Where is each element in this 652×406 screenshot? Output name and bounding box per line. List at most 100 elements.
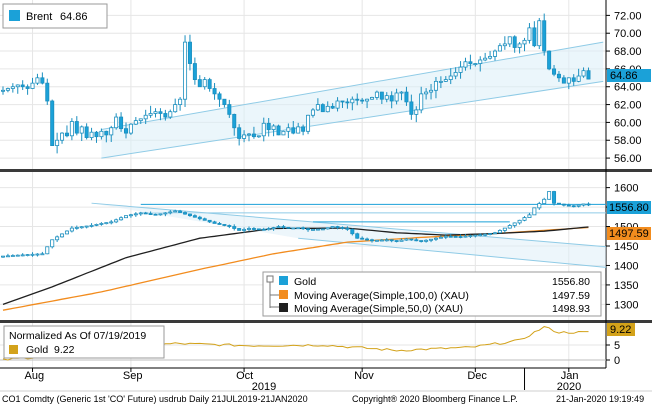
brent-candle <box>124 128 129 134</box>
brent-candle <box>315 104 320 111</box>
gold-candle <box>301 227 306 230</box>
gold-candle <box>251 228 256 230</box>
gold-candle <box>429 238 434 241</box>
brent-candle <box>192 63 197 80</box>
gold-candle <box>473 234 478 237</box>
brent-candle <box>527 27 532 41</box>
brent-candle <box>330 105 335 109</box>
gold-candle <box>237 228 242 231</box>
brent-candle <box>571 77 576 82</box>
brent-candle <box>547 50 552 70</box>
gold-candle <box>315 228 320 231</box>
y-tick-label: 64.00 <box>614 82 642 94</box>
footer-right: 21-Jan-2020 19:19:49 <box>556 394 644 404</box>
brent-last-value-tag: 64.86 <box>607 69 651 82</box>
brent-candle <box>138 118 143 122</box>
gold-candle <box>5 255 10 258</box>
gold-candle <box>64 230 69 235</box>
y-tick-label: 1350 <box>614 280 638 292</box>
gold-candle <box>173 210 178 213</box>
brent-candle <box>399 91 404 94</box>
gold-channel-lower <box>298 237 607 268</box>
brent-candle <box>79 126 84 134</box>
brent-candle <box>99 130 104 138</box>
gold-last-value: 1556.80 <box>609 202 649 214</box>
brent-candle <box>232 113 237 129</box>
gold-candle <box>212 221 217 224</box>
gold-candle <box>350 228 355 235</box>
y-tick-label: 1300 <box>614 299 638 311</box>
gold-legend-value: 1556.80 <box>552 276 590 288</box>
brent-candle <box>20 84 25 88</box>
y-tick-label: 70.00 <box>614 28 642 40</box>
brent-candle <box>369 97 374 100</box>
gold-candle <box>556 202 561 205</box>
gold-candle <box>178 210 183 213</box>
y-tick-label: 58.00 <box>614 135 642 147</box>
gold-candle <box>507 225 512 229</box>
gold-candle <box>94 223 99 226</box>
brent-candle <box>276 125 281 136</box>
brent-candle <box>237 127 242 139</box>
gold-candle <box>340 227 345 229</box>
gold-candle <box>148 213 153 215</box>
brent-candle <box>522 39 527 45</box>
brent-candle <box>581 70 586 77</box>
ma100-legend-name: Moving Average(Simple,100,0) (XAU) <box>294 290 469 302</box>
gold-candle <box>478 234 483 237</box>
brent-legend: Brent 64.86 <box>2 3 108 29</box>
gold-candle <box>69 227 74 232</box>
brent-candle <box>429 89 434 93</box>
brent-swatch <box>9 10 20 21</box>
brent-candle <box>163 113 168 118</box>
brent-candle <box>360 99 365 102</box>
gold-candle <box>384 239 389 242</box>
normalized-last-value-tag: 9.22 <box>607 323 635 336</box>
gold-candle <box>355 233 360 239</box>
gold-candle <box>374 239 379 242</box>
gold-candle <box>433 237 438 240</box>
gold-candle <box>25 254 30 256</box>
brent-candle <box>433 80 438 91</box>
brent-candle <box>310 109 315 116</box>
y-tick-label: 0 <box>614 355 620 367</box>
brent-candle <box>473 63 478 65</box>
brent-candle <box>512 36 517 48</box>
brent-candle <box>217 93 222 100</box>
y-axis-ticks: 72.0070.0068.0066.0064.0062.0060.0058.00… <box>606 10 642 367</box>
brent-candle <box>246 133 251 136</box>
panel-separator-1 <box>0 169 652 172</box>
brent-candle <box>404 91 409 103</box>
gold-candle <box>60 233 65 238</box>
brent-candle <box>45 82 50 102</box>
brent-candle <box>202 79 207 88</box>
brent-candle <box>119 116 124 130</box>
brent-candle <box>566 77 571 84</box>
gold-candle <box>586 203 591 206</box>
brent-candle <box>40 77 45 84</box>
brent-candle <box>350 98 355 104</box>
brent-candle <box>128 123 133 134</box>
y-tick-label: 68.00 <box>614 46 642 58</box>
brent-candle <box>291 127 296 134</box>
gold-candle <box>217 223 222 225</box>
brent-candle <box>168 111 173 118</box>
brent-candle <box>296 126 301 134</box>
brent-candle <box>301 126 306 132</box>
x-year-label: 2019 <box>252 381 276 393</box>
gold-candle <box>330 226 335 229</box>
brent-candle <box>532 27 537 47</box>
gold-candle <box>286 226 291 229</box>
gold-candles <box>0 190 591 258</box>
x-tick-label: Aug <box>25 370 45 382</box>
gold-candle <box>143 212 148 215</box>
brent-legend-name: Brent <box>26 11 52 23</box>
channel-upper <box>101 41 604 131</box>
brent-candle <box>424 91 429 95</box>
gold-candle <box>369 239 374 242</box>
brent-candle <box>0 89 6 92</box>
gold-candle <box>197 216 202 220</box>
x-tick-label: Nov <box>354 370 374 382</box>
brent-candle <box>10 86 15 89</box>
gold-candle <box>74 227 79 229</box>
